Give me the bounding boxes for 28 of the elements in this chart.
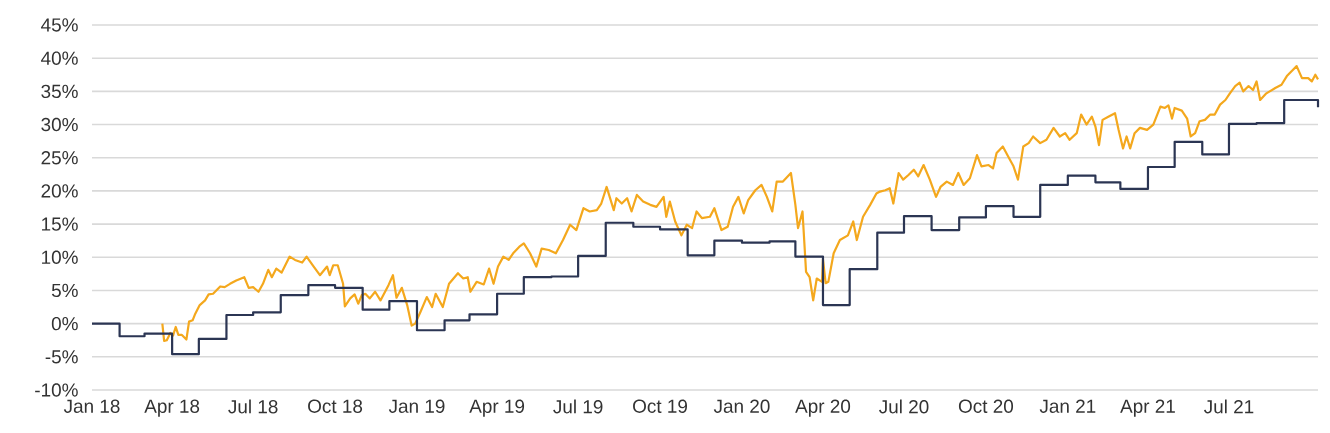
x-tick-label: Jan 19 [388,399,445,413]
x-tick-label: Jan 21 [1039,399,1096,413]
x-tick-label: Jan 20 [713,399,770,413]
y-tick-label: 45% [41,18,78,32]
y-tick-label: -5% [45,350,78,364]
x-tick-label: Apr 18 [144,399,200,417]
x-tick-label: Jan 18 [63,399,120,413]
x-tick-label: Jul 19 [553,399,603,414]
y-tick-label: 25% [41,151,78,165]
x-tick-label: Jul 18 [228,399,278,414]
x-tick-label: Apr 21 [1120,399,1175,417]
x-tick-label: Oct 19 [633,399,688,413]
x-tick-label: Oct 20 [958,399,1014,413]
x-tick-label: Apr 19 [469,399,525,417]
y-tick-label: 0% [51,316,78,331]
y-tick-label: 40% [41,51,78,65]
y-tick-label: -10% [35,383,78,397]
y-tick-label: 5% [51,283,78,298]
y-tick-label: 20% [41,184,78,198]
x-tick-label: Oct 18 [308,399,363,413]
x-tick-label: Jul 20 [879,399,929,414]
x-tick-label: Apr 20 [795,399,851,417]
line-series [161,65,1320,342]
y-tick-label: 15% [42,217,78,231]
y-tick-label: 10% [42,250,78,264]
y-tick-label: 30% [41,117,78,132]
x-tick-label: Jul 21 [1204,399,1254,414]
y-tick-label: 35% [41,84,78,99]
